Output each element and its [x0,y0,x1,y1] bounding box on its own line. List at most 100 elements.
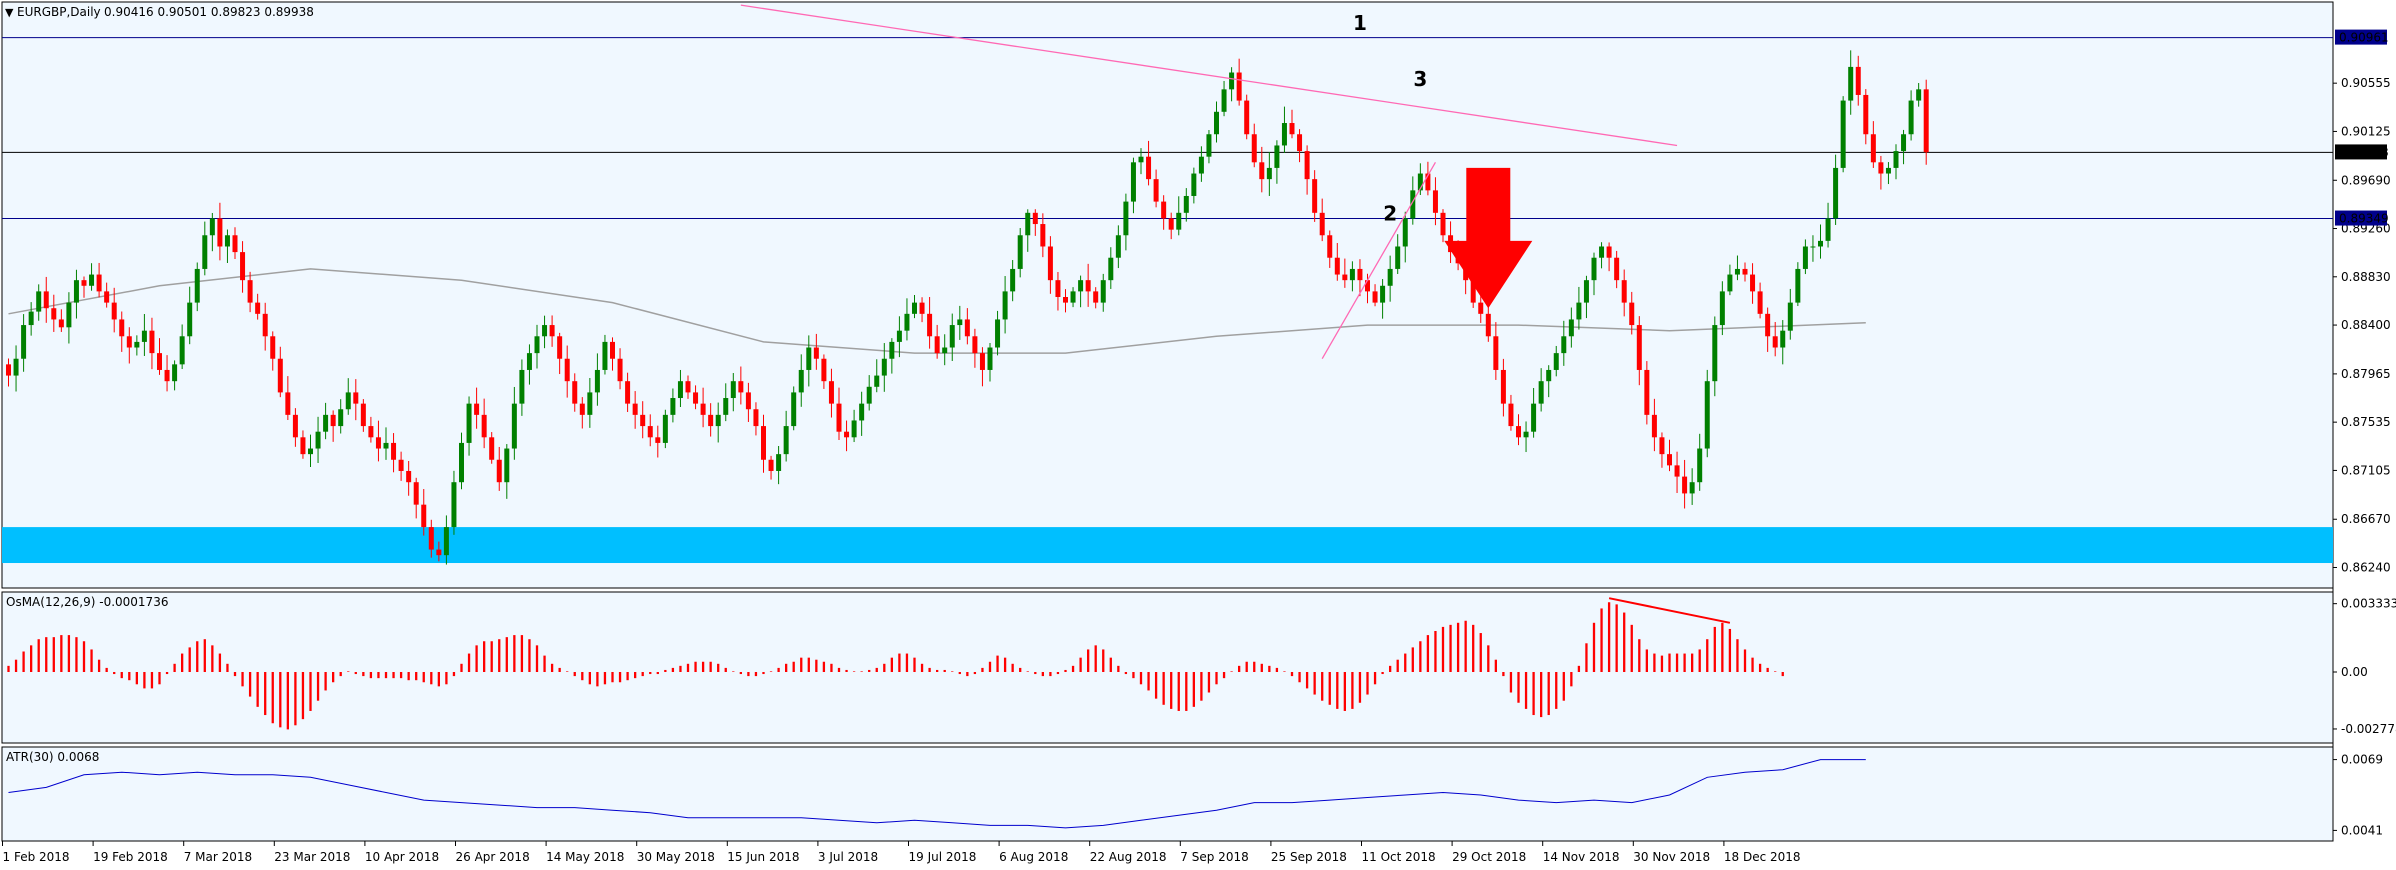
candle [1206,130,1212,164]
candle [919,297,925,323]
candle [1802,239,1808,275]
candle [194,262,200,312]
candle [1576,286,1582,330]
candle [662,409,668,449]
candle [1214,101,1219,143]
candle [1772,322,1778,357]
down-arrow-icon [1444,167,1533,309]
candle [1523,421,1529,453]
candle [889,338,895,374]
candle [1855,55,1861,106]
date-tick-label: 7 Mar 2018 [184,850,252,864]
candle [1516,414,1521,446]
resistance-label: 0.90961 [2339,31,2389,45]
candle [315,416,321,463]
candle [1734,255,1740,281]
candle [1689,468,1695,505]
candle [1138,148,1144,175]
candle [1010,260,1016,302]
date-tick-label: 29 Oct 2018 [1452,850,1526,864]
candle [1319,198,1325,242]
candle [209,212,215,252]
current-price-label: 0.89938 [2339,145,2389,159]
candle [1697,433,1703,491]
candle [1070,287,1076,308]
candle [572,373,578,412]
candle [1916,83,1922,107]
candle [1742,262,1748,282]
candle [519,359,525,416]
resistance-badge [2335,29,2387,45]
candle [73,269,79,319]
candle [459,432,464,490]
candle [504,444,510,499]
candle [685,375,691,399]
candle [51,294,57,332]
candle [979,347,985,387]
symbol-header-ohlc: 0.90416 0.90501 0.89823 0.89938 [104,5,314,19]
candle [368,416,374,443]
date-tick-label: 7 Sep 2018 [1180,850,1248,864]
candle [1229,67,1235,102]
candle [96,262,102,298]
candle [1719,281,1725,336]
symbol-header-arrow[interactable]: ▼ [5,6,14,19]
candle [398,451,404,481]
candle [1651,398,1657,452]
candle [496,446,502,491]
date-tick-label: 19 Jul 2018 [909,850,977,864]
candle [1908,90,1914,141]
candle [119,311,125,352]
candle [1191,167,1197,204]
candle [1123,193,1129,251]
symbol-header-name: EURGBP,Daily [17,5,101,19]
candle [391,433,397,473]
candle [1848,50,1854,115]
candle [345,378,351,415]
date-tick-label: 22 Aug 2018 [1090,850,1167,864]
candle [549,315,555,347]
price-tick-label: 0.89690 [2341,173,2391,187]
candle [1863,89,1869,145]
candle [1055,271,1061,311]
candle [1727,264,1733,296]
candle [1357,259,1363,297]
candle [1810,235,1816,262]
candle [1304,145,1310,195]
candle [1025,209,1031,252]
candle [874,359,880,393]
candle [292,408,298,447]
candle [1078,275,1084,308]
candle [202,221,208,276]
atr-chart [8,759,1866,829]
price-tick-label: 0.87105 [2341,463,2391,477]
candle [466,396,472,456]
axes: 0.905550.901250.896900.892600.888300.884… [2,29,2396,864]
candle [1130,157,1136,214]
candle [1047,236,1053,294]
candle [66,292,72,344]
osma-divergence-line [1608,597,1731,624]
candle [768,455,774,480]
date-tick-label: 11 Oct 2018 [1362,850,1436,864]
candle [723,383,729,422]
osma-tick-label: 0.0033331 [2341,597,2396,611]
candle [557,332,563,375]
candle [1093,287,1099,309]
candle [579,397,585,429]
candle [232,227,238,259]
candle [1380,279,1386,319]
candle [406,460,412,496]
candle [753,402,759,436]
candle [1825,202,1831,248]
candle [451,470,457,535]
candle [157,338,162,375]
candle [738,366,744,405]
candle [1281,106,1287,153]
candle [836,387,842,441]
candle [134,335,140,356]
candle [700,387,706,428]
candle [647,414,653,447]
candle [844,420,850,452]
